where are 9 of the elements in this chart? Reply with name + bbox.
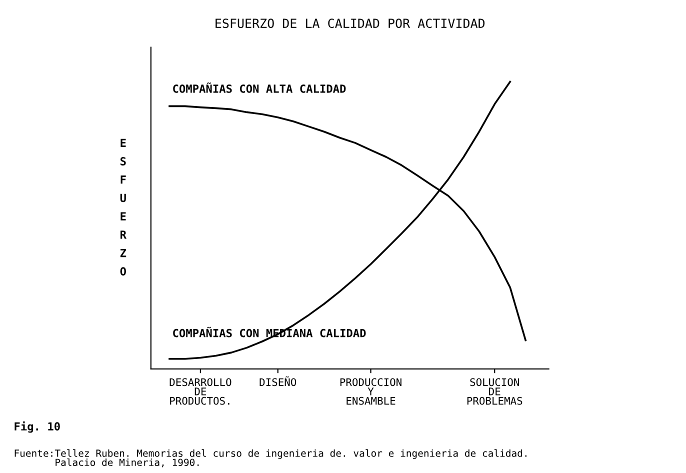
x-tick-label: DISEÑO bbox=[260, 376, 296, 386]
chart-title: ESFUERZO DE LA CALIDAD POR ACTIVIDAD bbox=[216, 18, 485, 28]
y-axis-title: E S F U E R Z O bbox=[120, 138, 126, 276]
series-label: COMPAÑIAS CON ALTA CALIDAD bbox=[173, 82, 346, 93]
x-tick-label: SOLUCION DE PROBLEMAS bbox=[467, 378, 522, 405]
caption: Fig. 10 bbox=[14, 421, 60, 433]
source-note: Fuente:Tellez Ruben. Memorias del curso de ingenieria de. valor e ingenieria de calidad. Palacio de Mineria, 1990. bbox=[14, 449, 526, 468]
x-tick-label: DESARROLLO DE PRODUCTOS. bbox=[170, 378, 232, 405]
x-tick-label: PRODUCCION Y ENSAMBLE bbox=[340, 378, 402, 405]
